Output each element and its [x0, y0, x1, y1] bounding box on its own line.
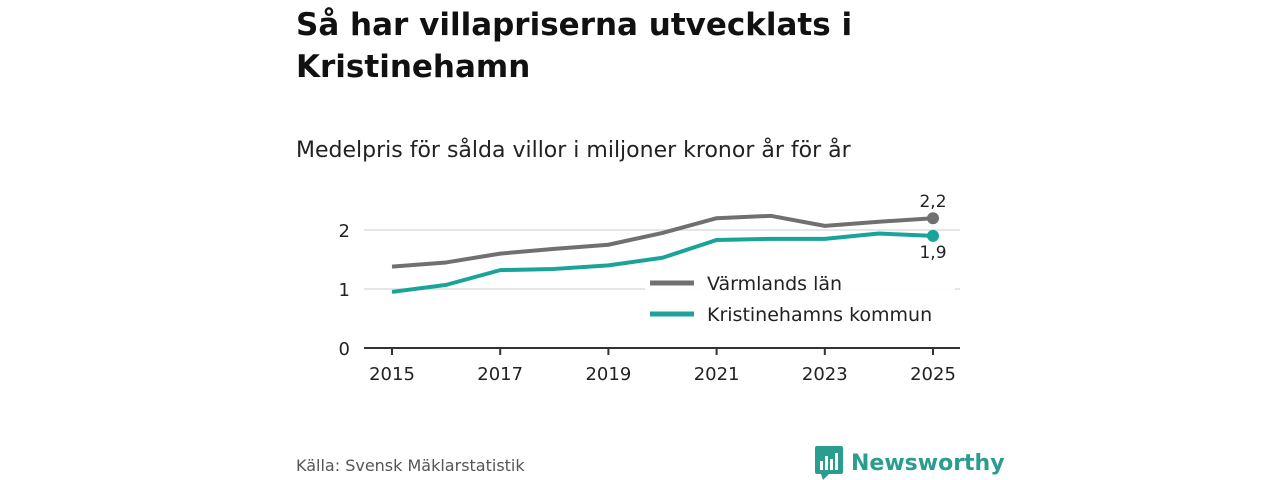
x-tick-label: 2025 [910, 364, 956, 385]
y-tick-label: 2 [339, 221, 350, 242]
newsworthy-logo: Newsworthy [815, 446, 1005, 480]
x-tick-label: 2021 [694, 364, 740, 385]
newsworthy-logo-icon [815, 446, 843, 480]
series-end-point [927, 212, 939, 225]
legend-bg [645, 269, 955, 299]
source-note: Källa: Svensk Mäklarstatistik [296, 456, 525, 475]
series-line-kristinehamns-kommun [391, 231, 934, 294]
end-value-label: 1,9 [919, 243, 946, 263]
series-end-point [927, 229, 939, 242]
x-tick-label: 2017 [477, 364, 523, 385]
y-tick-label: 1 [339, 280, 350, 301]
end-value-label: 2,2 [919, 192, 946, 212]
series-line-varmlands-lan [391, 213, 934, 269]
legend-label: Kristinehamns kommun [707, 304, 932, 326]
y-tick-label: 0 [339, 339, 350, 360]
legend-label: Värmlands län [707, 273, 842, 295]
brand-name: Newsworthy [851, 450, 1005, 476]
x-tick-label: 2019 [585, 364, 631, 385]
x-tick-label: 2015 [369, 364, 415, 385]
chart-subtitle: Medelpris för sålda villor i miljoner kr… [296, 138, 851, 163]
legend-bg [645, 300, 955, 330]
chart-title: Så har villapriserna utvecklats i Kristi… [296, 7, 853, 85]
line-chart: 0 1 2 2015 2017 2019 2021 2023 2025 2,2 1,9 Värmlan… [339, 192, 960, 385]
x-tick-label: 2023 [802, 364, 848, 385]
